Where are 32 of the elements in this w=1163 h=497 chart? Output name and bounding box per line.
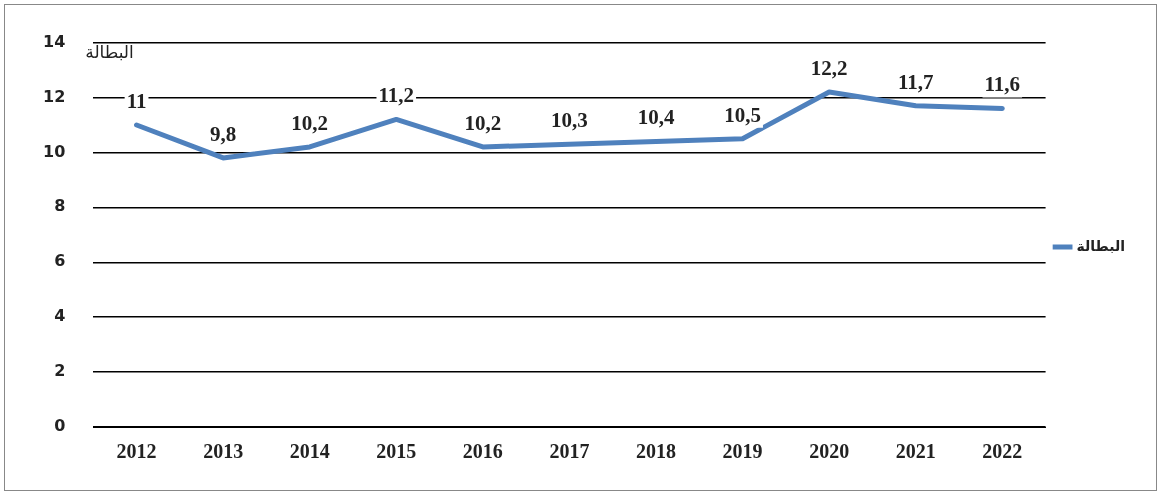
y-axis-title: البطالة [85,41,134,62]
x-tick-label: 2020 [809,440,850,463]
y-tick-label: 8 [54,196,66,216]
y-tick-label: 6 [54,251,66,271]
x-tick-label: 2012 [116,440,157,463]
data-label: 12,2 [810,55,848,80]
x-tick-label: 2018 [636,440,676,463]
data-label: 10,4 [637,105,675,130]
data-label: 10,3 [551,108,588,133]
x-tick-label: 2016 [462,440,503,463]
x-tick-label: 2021 [895,440,936,463]
x-tick-label: 2013 [203,440,244,463]
y-tick-label: 0 [54,416,66,436]
x-tick-label: 2019 [722,440,763,463]
data-label: 11,7 [897,69,934,94]
x-tick-label: 2017 [549,440,590,463]
y-tick-label: 12 [43,86,66,106]
x-tick-label: 2022 [982,440,1023,463]
y-tick-label: 10 [43,141,66,161]
data-label: 10,2 [291,110,329,135]
x-tick-label: 2015 [376,440,417,463]
data-label: 10,2 [464,110,502,135]
data-label: 11,6 [984,72,1021,97]
legend-label: البطالة [1076,237,1126,254]
x-tick-label: 2014 [289,440,330,463]
y-tick-label: 2 [54,361,66,381]
data-label: 9,8 [210,121,237,146]
data-label: 11 [126,88,147,113]
data-label: 10,5 [724,102,761,127]
data-label: 11,2 [378,83,415,108]
y-tick-label: 14 [43,31,66,51]
y-tick-label: 4 [54,306,66,326]
